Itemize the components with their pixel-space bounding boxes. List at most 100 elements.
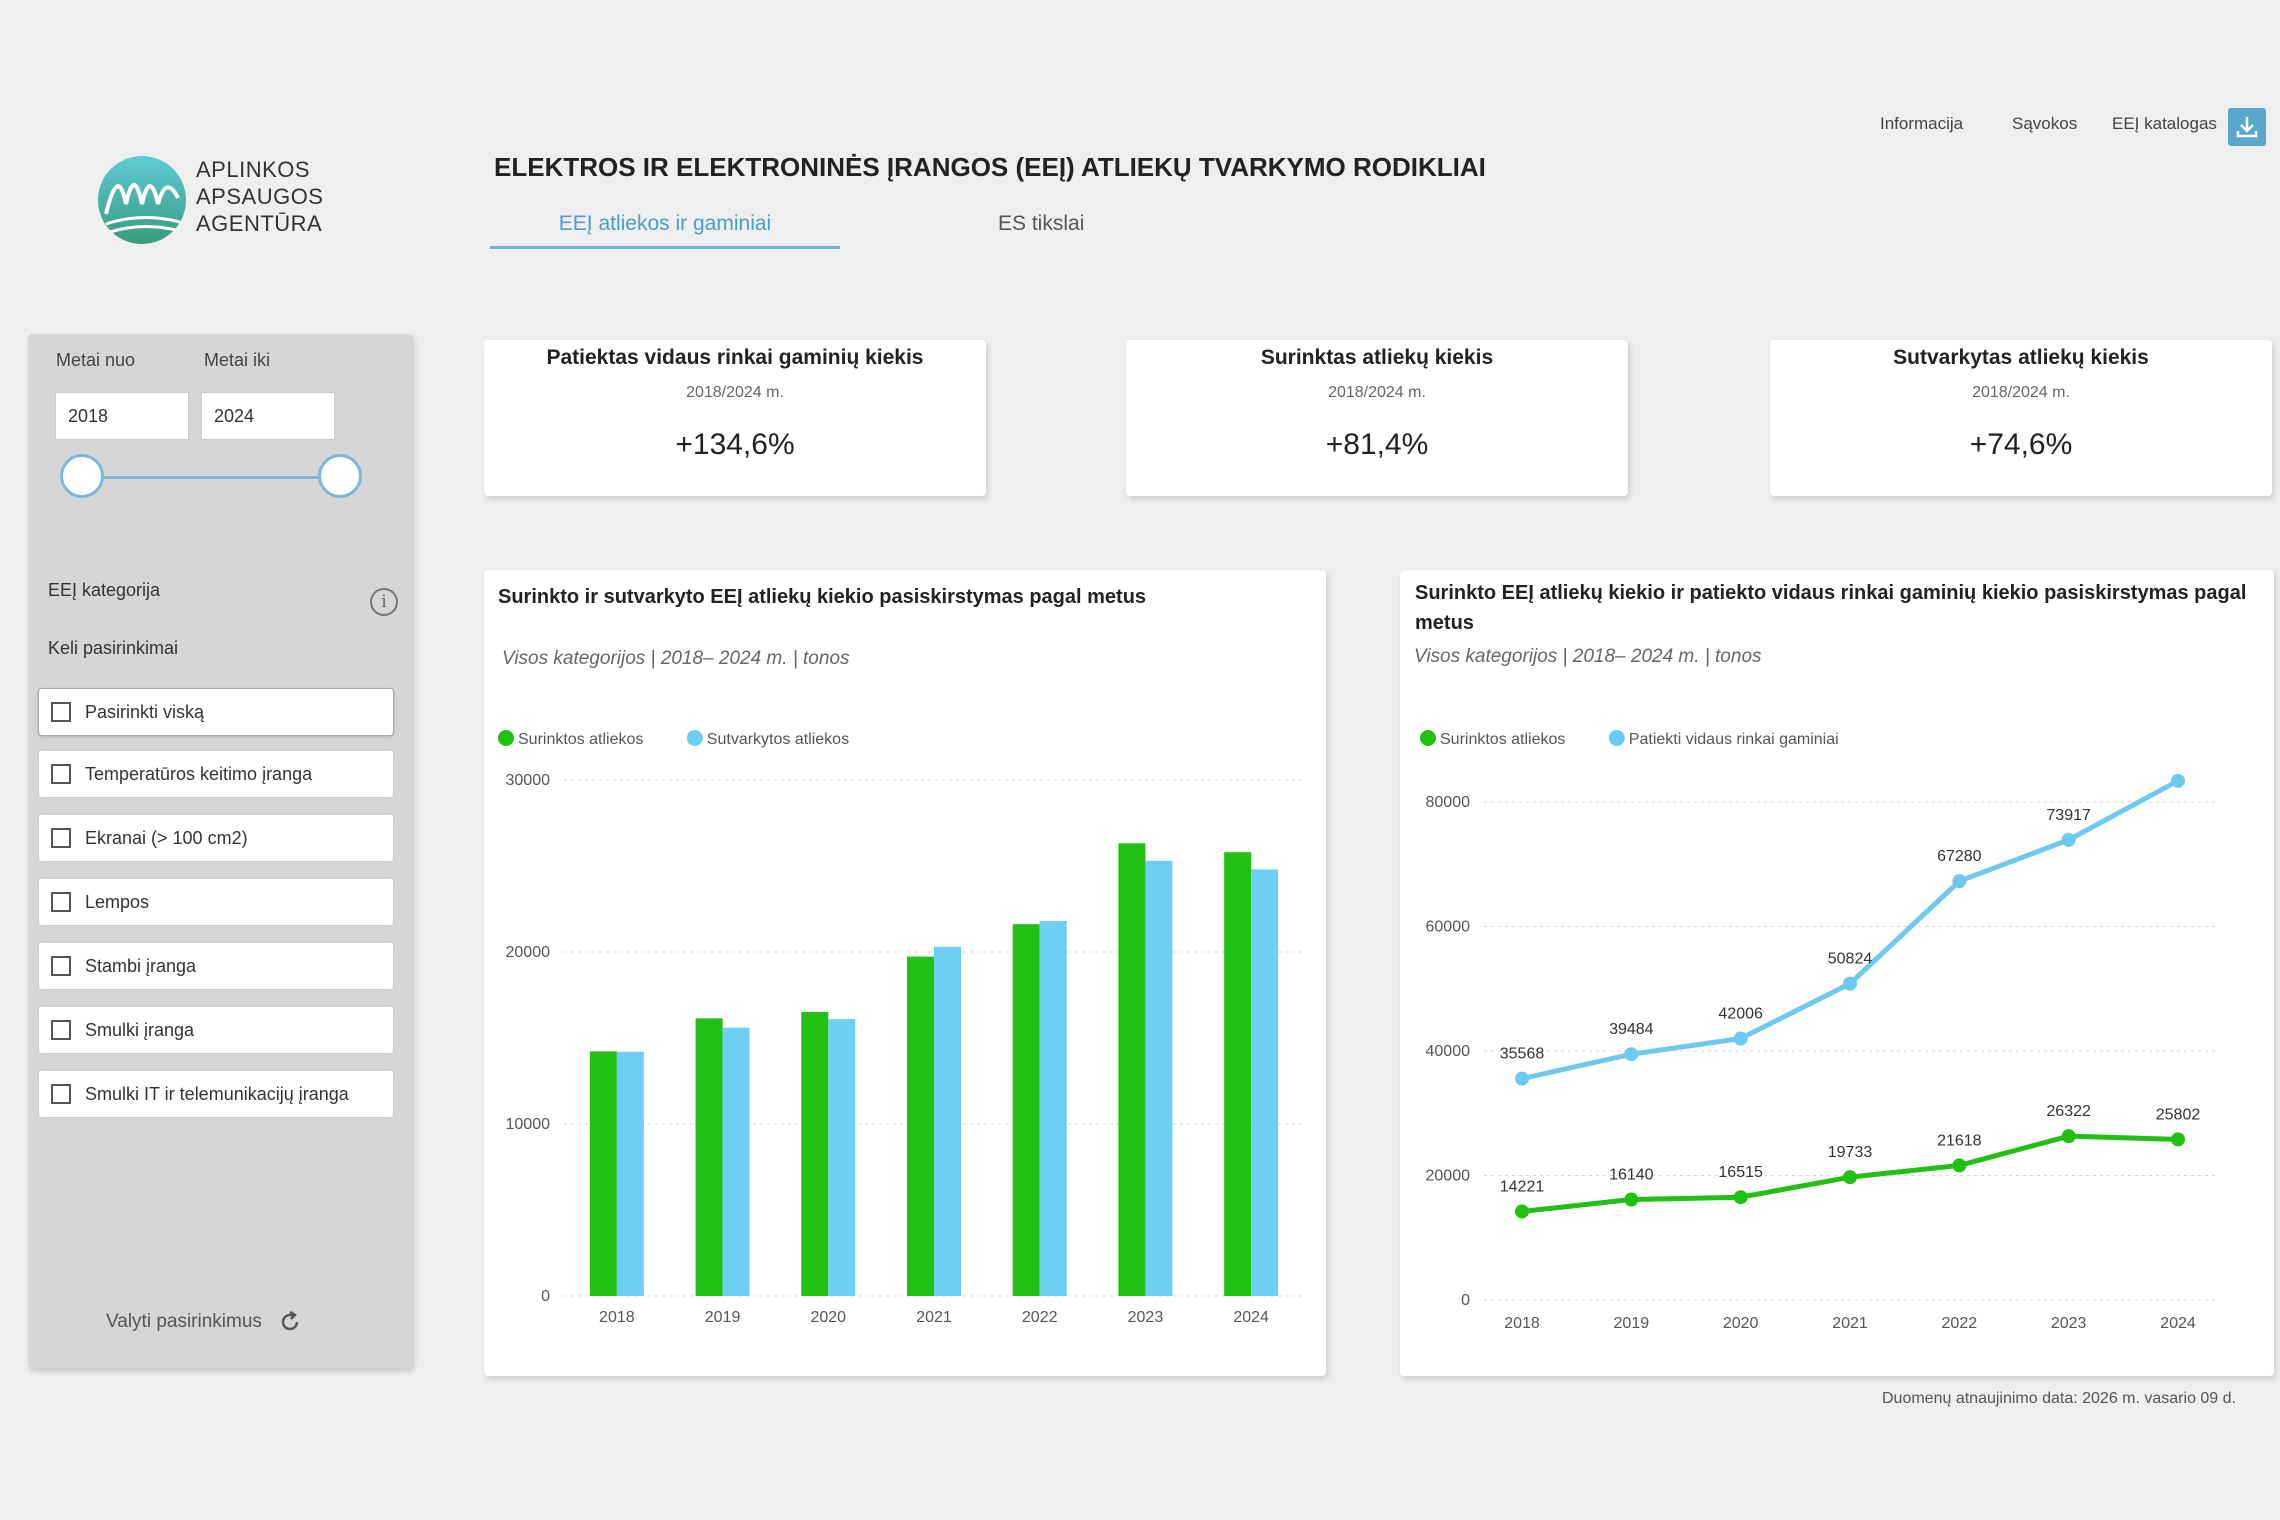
update-date: Duomenų atnaujinimo data: 2026 m. vasari… bbox=[1882, 1390, 2236, 1407]
checkbox[interactable] bbox=[51, 1020, 71, 1040]
data-point bbox=[2061, 832, 2076, 847]
agency-logo bbox=[96, 154, 188, 246]
x-tick-label: 2021 bbox=[1832, 1315, 1868, 1332]
bar bbox=[589, 1051, 617, 1296]
category-label: Lempos bbox=[85, 891, 150, 912]
data-label: 26322 bbox=[2046, 1103, 2091, 1120]
kpi-value: +74,6% bbox=[1969, 428, 2073, 461]
bar bbox=[616, 1051, 644, 1296]
data-label: 14221 bbox=[1500, 1178, 1545, 1195]
data-point bbox=[1843, 976, 1857, 991]
x-tick-label: 2020 bbox=[1723, 1315, 1759, 1332]
kpi-period: 2018/2024 m. bbox=[1328, 384, 1426, 401]
year-to-handle[interactable] bbox=[318, 454, 362, 498]
data-point bbox=[2061, 1129, 2076, 1144]
checkbox[interactable] bbox=[51, 702, 71, 722]
category-label: Ekranai (> 100 cm2) bbox=[85, 827, 248, 848]
year-to-label: Metai iki bbox=[204, 350, 271, 370]
category-option-select-all[interactable]: Pasirinkti viską bbox=[38, 688, 394, 736]
x-tick-label: 2020 bbox=[810, 1309, 846, 1326]
agency-name: APLINKOS APSAUGOS AGENTŪRA bbox=[196, 157, 324, 236]
category-option[interactable]: Smulki IT ir telemunikacijų įranga bbox=[38, 1070, 394, 1118]
bar bbox=[934, 946, 961, 1296]
info-icon[interactable]: i bbox=[370, 588, 398, 616]
checkbox[interactable] bbox=[51, 764, 71, 784]
data-label: 16140 bbox=[1609, 1167, 1654, 1184]
y-tick-label: 40000 bbox=[1426, 1043, 1471, 1060]
legend-marker bbox=[1420, 730, 1436, 746]
data-point bbox=[1733, 1190, 1748, 1205]
x-tick-label: 2018 bbox=[599, 1309, 635, 1326]
category-option[interactable]: Stambi įranga bbox=[38, 942, 394, 990]
year-from-label: Metai nuo bbox=[56, 350, 136, 370]
data-label: 50824 bbox=[1828, 951, 1873, 968]
bar bbox=[1145, 860, 1173, 1296]
category-option[interactable]: Lempos bbox=[38, 878, 394, 926]
y-tick-label: 0 bbox=[541, 1288, 550, 1305]
bar bbox=[907, 956, 934, 1296]
data-label: 21618 bbox=[1937, 1132, 1982, 1149]
legend-marker bbox=[498, 730, 514, 746]
reset-label: Valyti pasirinkimus bbox=[106, 1311, 262, 1332]
y-tick-label: 30000 bbox=[506, 772, 551, 789]
chart-subtitle: Visos kategorijos | 2018– 2024 m. | tono… bbox=[502, 648, 850, 669]
checkbox[interactable] bbox=[51, 956, 71, 976]
tab-eei-atliekos[interactable]: EEĮ atliekos ir gaminiai bbox=[490, 212, 840, 249]
category-option[interactable]: Smulki įranga bbox=[38, 1006, 394, 1054]
category-title: EEĮ kategorija bbox=[48, 580, 161, 600]
chart-title: Surinkto EEĮ atliekų kiekio ir patiekto … bbox=[1415, 582, 2247, 634]
y-tick-label: 20000 bbox=[506, 944, 551, 961]
y-tick-label: 80000 bbox=[1426, 794, 1471, 811]
tab-es-tikslai[interactable]: ES tikslai bbox=[998, 212, 1085, 235]
category-option[interactable]: Ekranai (> 100 cm2) bbox=[38, 814, 394, 862]
download-button[interactable] bbox=[2228, 108, 2266, 146]
data-point bbox=[2171, 773, 2185, 788]
chart-title: Surinkto ir sutvarkyto EEĮ atliekų kieki… bbox=[498, 586, 1147, 608]
kpi-card-market: Patiektas vidaus rinkai gaminių kiekis 2… bbox=[484, 340, 986, 496]
link-savokos[interactable]: Sąvokos bbox=[2012, 114, 2078, 133]
data-point bbox=[1515, 1071, 1529, 1086]
legend-label: Surinktos atliekos bbox=[518, 731, 643, 748]
x-tick-label: 2022 bbox=[1942, 1315, 1978, 1332]
link-eei-katalogas[interactable]: EEĮ katalogas bbox=[2112, 114, 2217, 133]
data-point bbox=[1952, 1158, 1967, 1173]
checkbox[interactable] bbox=[51, 1084, 71, 1104]
x-tick-label: 2021 bbox=[916, 1309, 952, 1326]
category-option[interactable]: Temperatūros keitimo įranga bbox=[38, 750, 394, 798]
year-from-handle[interactable] bbox=[60, 454, 104, 498]
checkbox[interactable] bbox=[51, 892, 71, 912]
checkbox[interactable] bbox=[51, 828, 71, 848]
data-label: 16515 bbox=[1718, 1164, 1763, 1181]
kpi-period: 2018/2024 m. bbox=[686, 384, 784, 401]
x-tick-label: 2018 bbox=[1504, 1315, 1540, 1332]
data-point bbox=[1515, 1204, 1529, 1219]
kpi-card-collected: Surinktas atliekų kiekis 2018/2024 m. +8… bbox=[1126, 340, 1628, 496]
category-label: Smulki įranga bbox=[85, 1019, 195, 1040]
kpi-value: +134,6% bbox=[675, 428, 795, 461]
y-tick-label: 60000 bbox=[1426, 919, 1471, 936]
bar bbox=[801, 1011, 829, 1296]
x-tick-label: 2019 bbox=[1614, 1315, 1650, 1332]
data-label: 39484 bbox=[1609, 1021, 1654, 1038]
reset-button[interactable]: Valyti pasirinkimus bbox=[106, 1310, 302, 1334]
download-icon bbox=[2236, 117, 2258, 138]
bar-chart-card: Surinkto ir sutvarkyto EEĮ atliekų kieki… bbox=[484, 570, 1326, 1376]
kpi-title: Patiektas vidaus rinkai gaminių kiekis bbox=[546, 346, 924, 369]
data-label: 42006 bbox=[1718, 1006, 1763, 1023]
link-informacija[interactable]: Informacija bbox=[1880, 114, 1964, 133]
x-tick-label: 2019 bbox=[705, 1309, 741, 1326]
x-tick-label: 2024 bbox=[1233, 1309, 1269, 1326]
line-chart: Surinktos atliekos Patiekti vidaus rinkai… bbox=[1420, 730, 2216, 1332]
data-label: 25802 bbox=[2156, 1106, 2201, 1123]
bar bbox=[1224, 852, 1252, 1296]
bar-chart: Surinktos atliekos Sutvarkytos atliekos 0 1… bbox=[498, 730, 1304, 1326]
y-tick-label: 20000 bbox=[1426, 1168, 1471, 1185]
data-point bbox=[1952, 874, 1967, 889]
bar bbox=[1118, 843, 1146, 1296]
x-tick-label: 2022 bbox=[1022, 1309, 1058, 1326]
year-to-input[interactable]: 2024 bbox=[201, 392, 335, 440]
data-point bbox=[2171, 1132, 2185, 1147]
x-tick-label: 2024 bbox=[2160, 1315, 2196, 1332]
year-from-input[interactable]: 2018 bbox=[55, 392, 189, 440]
refresh-icon bbox=[281, 1310, 299, 1331]
